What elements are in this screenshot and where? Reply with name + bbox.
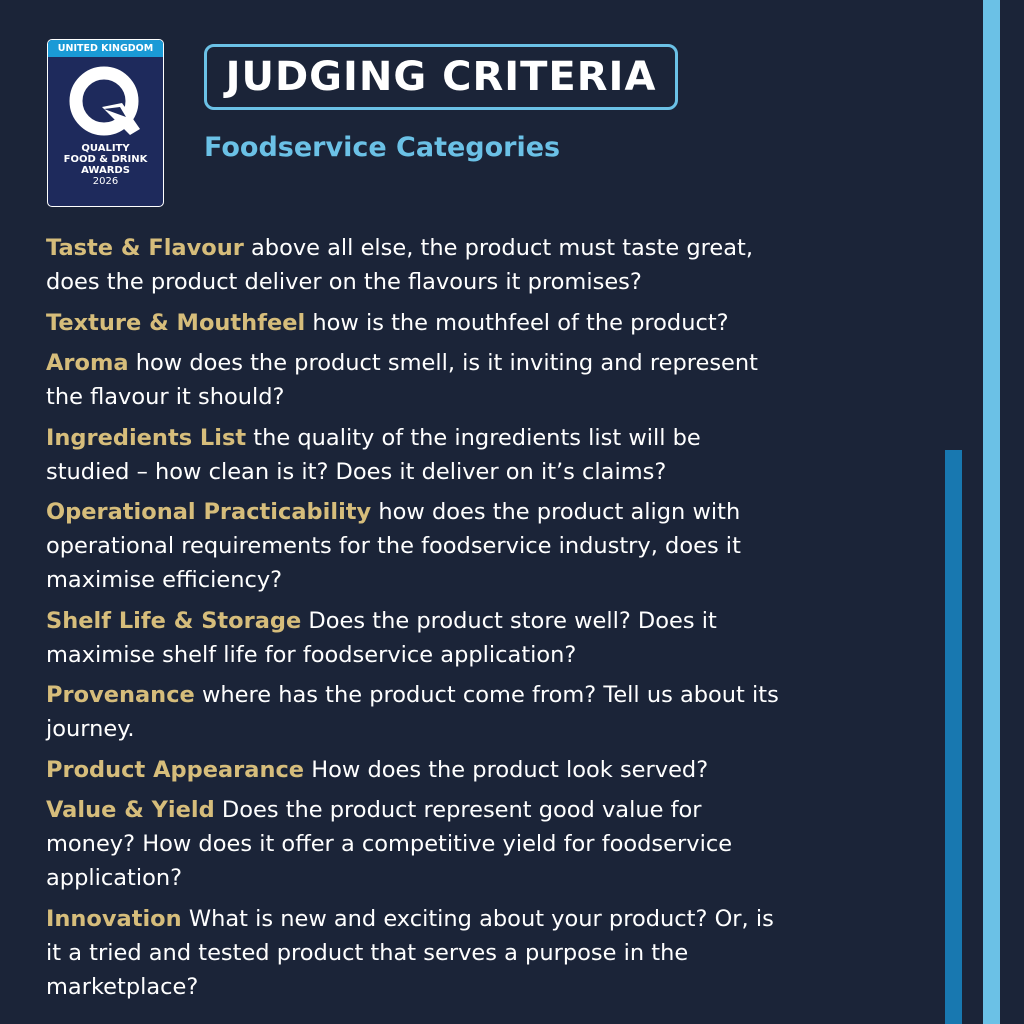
criterion-line: maximise shelf life for foodservice appl… [46,638,926,672]
criterion-heading: Provenance [46,682,195,708]
criterion-line: application? [46,861,926,895]
q-logo-icon [69,66,140,136]
criterion-line: money? How does it offer a competitive y… [46,827,926,861]
criterion-text: marketplace? [46,973,199,1000]
criterion-line: marketplace? [46,970,926,1004]
criterion-line: the flavour it should? [46,380,926,414]
criterion-item: Texture & Mouthfeel how is the mouthfeel… [46,306,926,340]
criterion-line: Shelf Life & Storage Does the product st… [46,604,926,638]
criterion-item: Operational Practicability how does the … [46,495,926,597]
criterion-item: Aroma how does the product smell, is it … [46,346,926,414]
criterion-heading: Taste & Flavour [46,235,244,261]
criterion-text: studied – how clean is it? Does it deliv… [46,458,667,485]
criterion-line: Product Appearance How does the product … [46,753,926,787]
page-subtitle: Foodservice Categories [204,132,561,163]
criterion-text: application? [46,865,183,891]
criterion-heading: Texture & Mouthfeel [46,309,306,336]
criterion-line: Value & Yield Does the product represent… [46,793,926,827]
criterion-item: Value & Yield Does the product represent… [46,793,926,895]
criterion-line: Operational Practicability how does the … [46,495,926,529]
criterion-line: Ingredients List the quality of the ingr… [46,421,926,455]
criterion-line: operational requirements for the foodser… [46,529,926,563]
criterion-line: Texture & Mouthfeel how is the mouthfeel… [46,306,926,340]
criterion-line: Innovation What is new and exciting abou… [46,902,926,936]
criterion-line: Aroma how does the product smell, is it … [46,346,926,380]
logo-country: UNITED KINGDOM [48,40,163,57]
logo-line: AWARDS [81,165,130,176]
criterion-item: Innovation What is new and exciting abou… [46,902,926,1004]
logo-line: FOOD & DRINK [63,154,148,165]
decorative-bar-light [983,0,1000,1024]
criterion-line: journey. [46,712,926,746]
criterion-text: money? How does it offer a competitive y… [46,831,733,857]
criterion-item: Ingredients List the quality of the ingr… [46,421,926,489]
criterion-text: how does the product align with [371,499,741,525]
criterion-item: Product Appearance How does the product … [46,753,926,787]
criterion-text: maximise efficiency? [46,567,283,593]
quality-food-drink-awards-logo: UNITED KINGDOM QUALITY FOOD & DRINK AWAR… [47,39,164,207]
criterion-heading: Ingredients List [46,424,247,451]
criterion-text: does the product deliver on the flavours… [46,269,642,295]
criterion-text: journey. [46,716,135,742]
criterion-heading: Aroma [46,350,129,376]
criterion-heading: Innovation [46,905,182,932]
criterion-line: it a tried and tested product that serve… [46,936,926,970]
criterion-item: Shelf Life & Storage Does the product st… [46,604,926,672]
criterion-heading: Operational Practicability [46,499,372,525]
criterion-text: the flavour it should? [46,384,285,410]
criterion-text: it a tried and tested product that serve… [46,939,689,966]
criterion-text: What is new and exciting about your prod… [181,905,774,932]
criterion-item: Provenance where has the product come fr… [46,678,926,746]
criterion-line: studied – how clean is it? Does it deliv… [46,455,926,489]
page-title: JUDGING CRITERIA [225,54,657,100]
title-box: JUDGING CRITERIA [204,44,678,110]
criterion-line: Provenance where has the product come fr… [46,678,926,712]
decorative-bar-mid [945,450,962,1024]
criterion-heading: Value & Yield [46,797,215,823]
criterion-text: the quality of the ingredients list will… [246,424,701,451]
criterion-line: maximise efficiency? [46,563,926,597]
logo-line: QUALITY [81,143,130,154]
criterion-text: Does the product represent good value fo… [214,797,702,823]
criterion-line: does the product deliver on the flavours… [46,265,926,299]
criterion-item: Taste & Flavour above all else, the prod… [46,231,926,299]
logo-year: 2026 [92,176,119,187]
criterion-text: maximise shelf life for foodservice appl… [46,641,577,668]
criterion-text: operational requirements for the foodser… [46,533,741,559]
criterion-text: above all else, the product must taste g… [243,235,753,261]
criterion-text: How does the product look served? [304,756,709,783]
criterion-heading: Product Appearance [46,756,305,783]
criterion-heading: Shelf Life & Storage [46,607,302,634]
criterion-text: where has the product come from? Tell us… [194,682,779,708]
criterion-text: how is the mouthfeel of the product? [305,309,729,336]
criterion-line: Taste & Flavour above all else, the prod… [46,231,926,265]
criterion-text: how does the product smell, is it inviti… [128,350,758,376]
criteria-list: Taste & Flavour above all else, the prod… [46,231,926,1010]
criterion-text: Does the product store well? Does it [301,607,717,634]
